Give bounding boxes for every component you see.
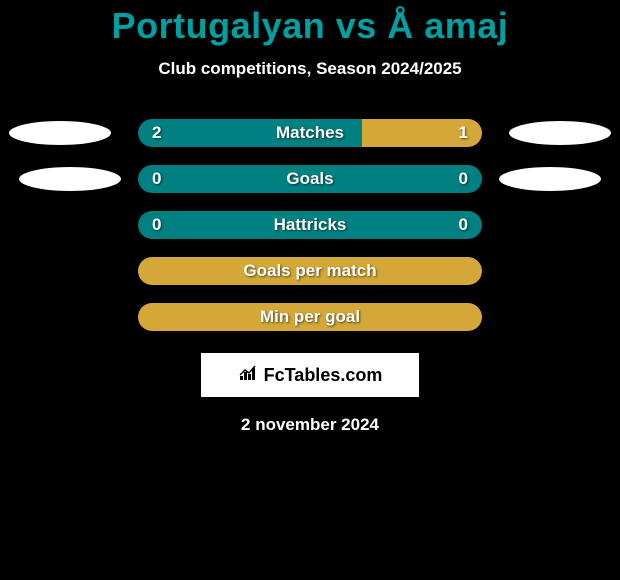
stat-row: 0 Hattricks 0 [0, 211, 620, 239]
stat-label: Goals per match [243, 261, 376, 281]
stat-row: 0 Goals 0 [0, 165, 620, 193]
stat-row: 2 Matches 1 [0, 119, 620, 147]
stat-value-left: 0 [152, 169, 172, 189]
stats-area: 2 Matches 1 0 Goals 0 0 Hattricks 0 Goals per mat… [0, 119, 620, 349]
stat-row: Goals per match [0, 257, 620, 285]
stat-value-left: 2 [152, 123, 172, 143]
stat-row: Min per goal [0, 303, 620, 331]
stat-label: Matches [276, 123, 344, 143]
date-text: 2 november 2024 [241, 415, 379, 435]
stat-bar: 0 Goals 0 [138, 165, 482, 193]
stat-label: Min per goal [260, 307, 360, 327]
stat-bar: 0 Hattricks 0 [138, 211, 482, 239]
subtitle: Club competitions, Season 2024/2025 [158, 59, 461, 79]
logo-box[interactable]: FcTables.com [201, 353, 419, 397]
logo-text: FcTables.com [238, 364, 383, 387]
main-container: Portugalyan vs Å amaj Club competitions,… [0, 0, 620, 435]
stat-value-left: 0 [152, 215, 172, 235]
stat-label: Hattricks [274, 215, 347, 235]
stat-value-right: 0 [448, 215, 468, 235]
stat-bar: Min per goal [138, 303, 482, 331]
stat-bar: 2 Matches 1 [138, 119, 482, 147]
logo-label: FcTables.com [264, 365, 383, 386]
stat-value-right: 1 [448, 123, 468, 143]
page-title: Portugalyan vs Å amaj [112, 5, 509, 47]
stat-label: Goals [286, 169, 333, 189]
stat-bar: Goals per match [138, 257, 482, 285]
stat-value-right: 0 [448, 169, 468, 189]
chart-icon [238, 364, 260, 387]
